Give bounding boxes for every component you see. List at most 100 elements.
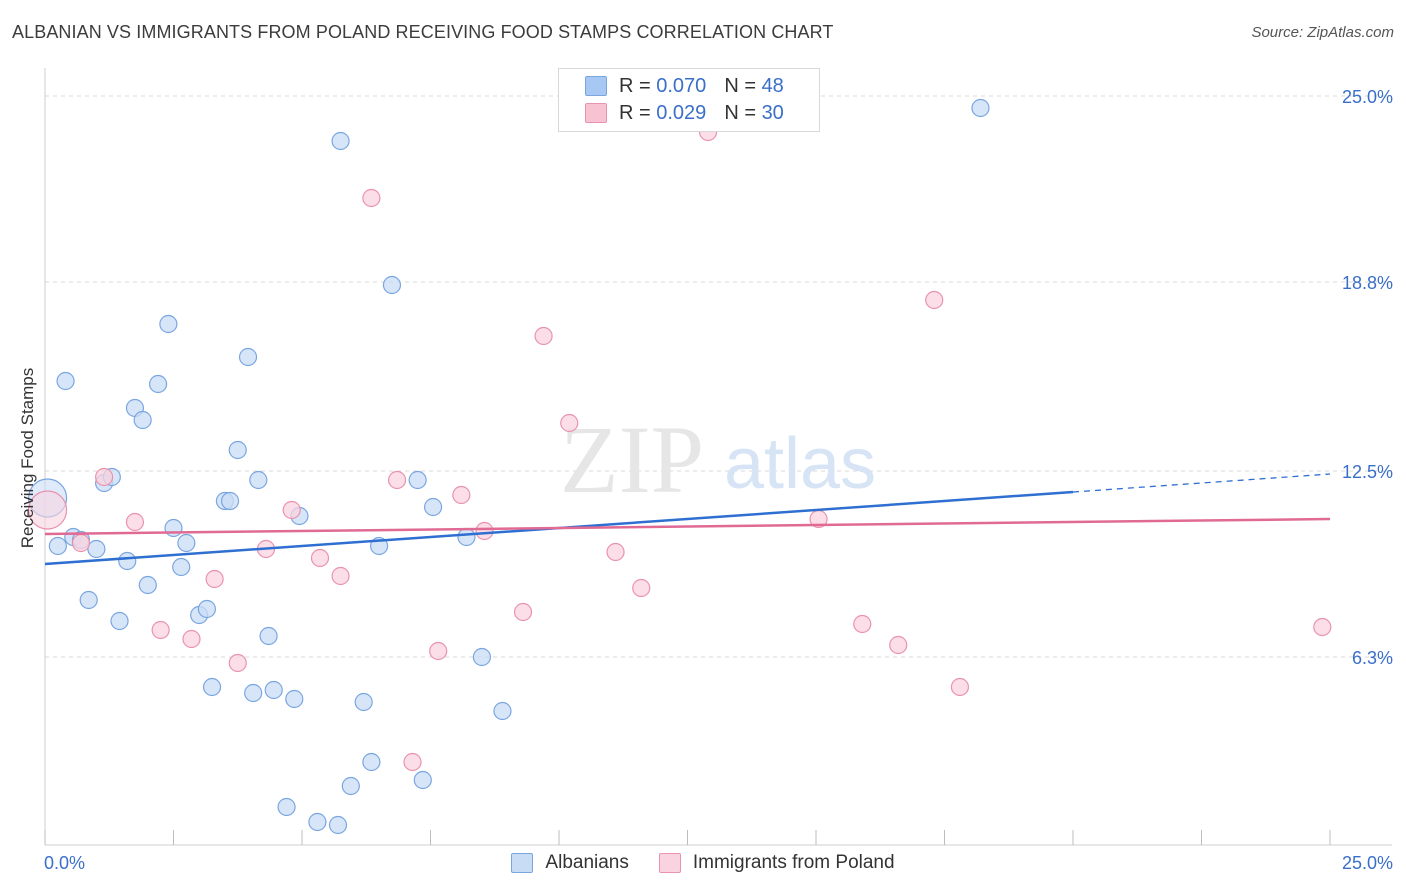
albanian-point <box>308 812 327 832</box>
y-tick-label: 12.5% <box>1342 462 1393 482</box>
albanian-point <box>413 770 432 790</box>
albanian-point <box>244 683 263 703</box>
albanian-point <box>328 815 348 835</box>
legend-label-albanians: Albanians <box>545 852 629 873</box>
poland-point <box>362 188 381 208</box>
legend-item-poland[interactable]: Immigrants from Poland <box>658 852 895 874</box>
axes <box>44 68 1392 846</box>
legend-swatch-albanians <box>585 76 607 96</box>
albanian-point <box>79 590 98 610</box>
albanian-point <box>259 626 278 646</box>
legend-label-poland: Immigrants from Poland <box>692 852 895 873</box>
r-value: 0.070 <box>656 74 707 97</box>
poland-point <box>475 521 494 541</box>
n-value: 48 <box>761 74 784 97</box>
albanian-point <box>202 677 222 697</box>
albanian-trend-extension <box>1072 473 1331 493</box>
n-label: N = <box>724 101 756 124</box>
poland-point <box>182 629 201 649</box>
r-value: 0.029 <box>656 101 707 124</box>
trend-lines <box>44 473 1331 566</box>
r-label: R = <box>619 101 651 124</box>
albanian-point <box>493 701 512 721</box>
albanian-point <box>110 611 129 631</box>
poland-point <box>534 326 553 346</box>
albanian-point <box>285 689 304 709</box>
poland-point <box>1313 617 1332 637</box>
poland-point <box>632 578 651 598</box>
legend-swatch-albanians <box>511 853 534 873</box>
albanian-point <box>172 557 191 577</box>
x-tick-label: 0.0% <box>44 853 85 873</box>
albanian-point <box>148 374 168 394</box>
albanian-point <box>277 797 296 817</box>
poland-point <box>205 569 224 589</box>
x-tick-label: 25.0% <box>1342 853 1393 873</box>
y-tick-label: 25.0% <box>1342 87 1393 107</box>
legend-item-albanians[interactable]: Albanians <box>511 852 629 874</box>
albanian-point <box>220 491 240 511</box>
poland-point <box>403 752 422 772</box>
legend-row-poland: R = 0.029 N = 30 <box>585 100 784 126</box>
poland-point <box>71 533 91 553</box>
albanian-point <box>341 776 360 796</box>
grid-lines <box>45 95 1392 658</box>
poland-point <box>429 641 448 661</box>
poland-point <box>889 635 908 655</box>
albanian-point <box>331 131 350 151</box>
poland-point <box>310 548 330 568</box>
albanian-point <box>354 692 373 712</box>
albanian-point <box>228 440 247 460</box>
legend-swatch-poland <box>658 853 681 873</box>
poland-point <box>513 602 533 622</box>
poland-point <box>125 512 145 532</box>
albanian-point <box>48 536 67 556</box>
series-legend: Albanians Immigrants from Poland <box>0 852 1406 874</box>
albanian-point <box>423 497 443 517</box>
n-label: N = <box>724 74 756 97</box>
poland-point <box>853 614 872 634</box>
legend-row-albanians: R = 0.070 N = 48 <box>585 73 784 99</box>
albanian-point <box>133 410 152 430</box>
albanian-point <box>138 575 157 595</box>
poland-point <box>925 290 944 310</box>
albanian-point <box>238 347 258 367</box>
albanian-point <box>264 680 283 700</box>
albanian-point <box>177 533 196 553</box>
watermark-zip: ZIP <box>560 406 704 513</box>
albanian-point <box>249 470 268 490</box>
albanian-point <box>457 527 476 547</box>
poland-point <box>560 413 579 433</box>
albanian-point <box>164 518 183 538</box>
poland-point <box>606 542 625 562</box>
albanian-point <box>118 551 137 571</box>
y-tick-label: 18.8% <box>1342 273 1393 293</box>
albanian-point <box>971 98 990 118</box>
source-label: Source: ZipAtlas.com <box>1251 24 1394 41</box>
poland-point <box>228 653 247 673</box>
albanian-point <box>362 752 381 772</box>
albanian-point <box>197 599 217 619</box>
correlation-legend: R = 0.070 N = 48 R = 0.029 N = 30 <box>558 68 820 132</box>
chart-title: ALBANIAN VS IMMIGRANTS FROM POLAND RECEI… <box>12 22 834 42</box>
watermark-atlas: atlas <box>724 424 876 504</box>
poland-point <box>387 470 407 490</box>
n-value: 30 <box>761 101 784 124</box>
poland-point <box>27 490 68 530</box>
albanian-point <box>56 371 75 391</box>
legend-swatch-poland <box>585 103 607 123</box>
albanian-point <box>159 314 178 334</box>
albanian-point <box>87 539 106 559</box>
poland-point <box>151 620 170 640</box>
poland-trend-line <box>44 517 1331 536</box>
poland-point <box>950 677 970 697</box>
tick-labels: 6.3% 12.5% 18.8% 25.0% 0.0% 25.0% <box>44 87 1393 873</box>
poland-point <box>452 485 471 505</box>
albanian-point <box>472 647 491 667</box>
albanian-point <box>408 470 427 490</box>
poland-point <box>331 566 350 586</box>
albanian-point <box>382 275 402 295</box>
y-axis-label: Receiving Food Stamps <box>18 367 37 549</box>
poland-point <box>282 500 301 520</box>
